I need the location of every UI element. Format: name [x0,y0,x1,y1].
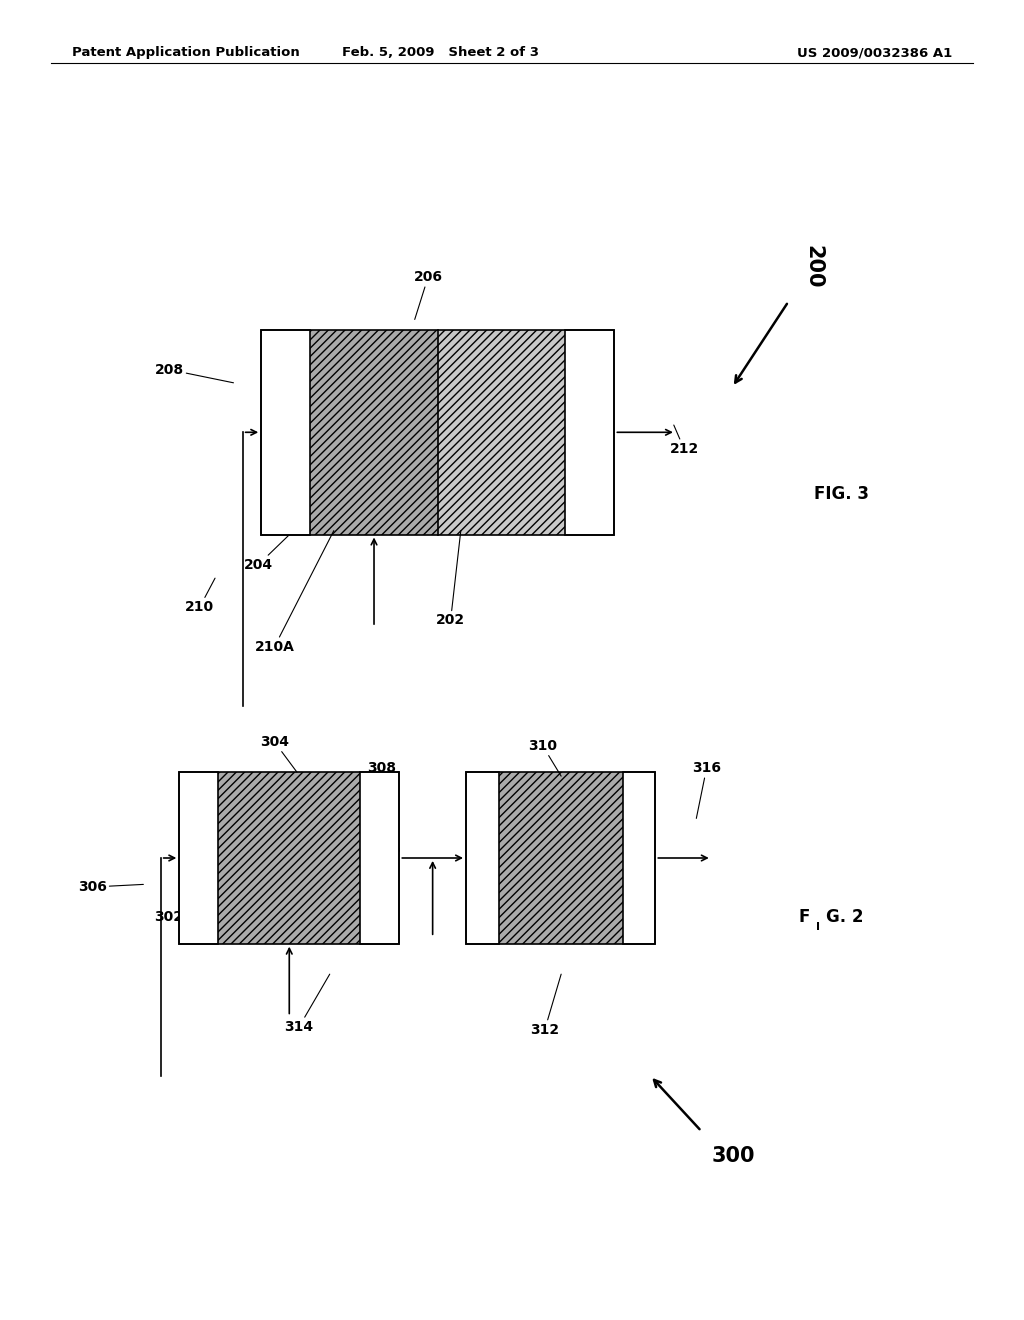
Text: 314: 314 [285,974,330,1034]
Text: 208: 208 [155,363,233,383]
Bar [261,330,310,535]
Text: 210A: 210A [255,531,334,653]
Text: 300: 300 [712,1146,755,1166]
Text: 212: 212 [670,425,698,455]
Bar [466,772,499,944]
Text: 204: 204 [244,517,307,572]
Text: FIG. 3: FIG. 3 [814,484,869,503]
Text: G. 2: G. 2 [826,908,864,927]
Bar [261,330,614,535]
Bar [499,772,623,944]
Bar [466,772,655,944]
Text: 200: 200 [804,244,824,288]
Bar [623,772,655,944]
Text: 312: 312 [530,974,561,1036]
Text: 302: 302 [155,904,200,924]
Text: 306: 306 [78,880,143,894]
Bar [565,330,614,535]
Bar [360,772,399,944]
Text: Patent Application Publication: Patent Application Publication [72,46,299,59]
Text: Feb. 5, 2009   Sheet 2 of 3: Feb. 5, 2009 Sheet 2 of 3 [342,46,539,59]
Text: 308: 308 [368,762,399,851]
Text: 206: 206 [414,271,442,319]
Text: 316: 316 [692,762,721,818]
Text: 304: 304 [260,735,297,772]
Text: US 2009/0032386 A1: US 2009/0032386 A1 [797,46,952,59]
Text: I: I [816,921,820,932]
Text: 202: 202 [436,531,465,627]
Text: 310: 310 [528,739,561,776]
Bar [218,772,360,944]
Bar [179,772,399,944]
Text: F: F [799,908,810,927]
Bar [310,330,438,535]
Bar [179,772,218,944]
Text: 210: 210 [185,578,215,614]
Bar [438,330,565,535]
